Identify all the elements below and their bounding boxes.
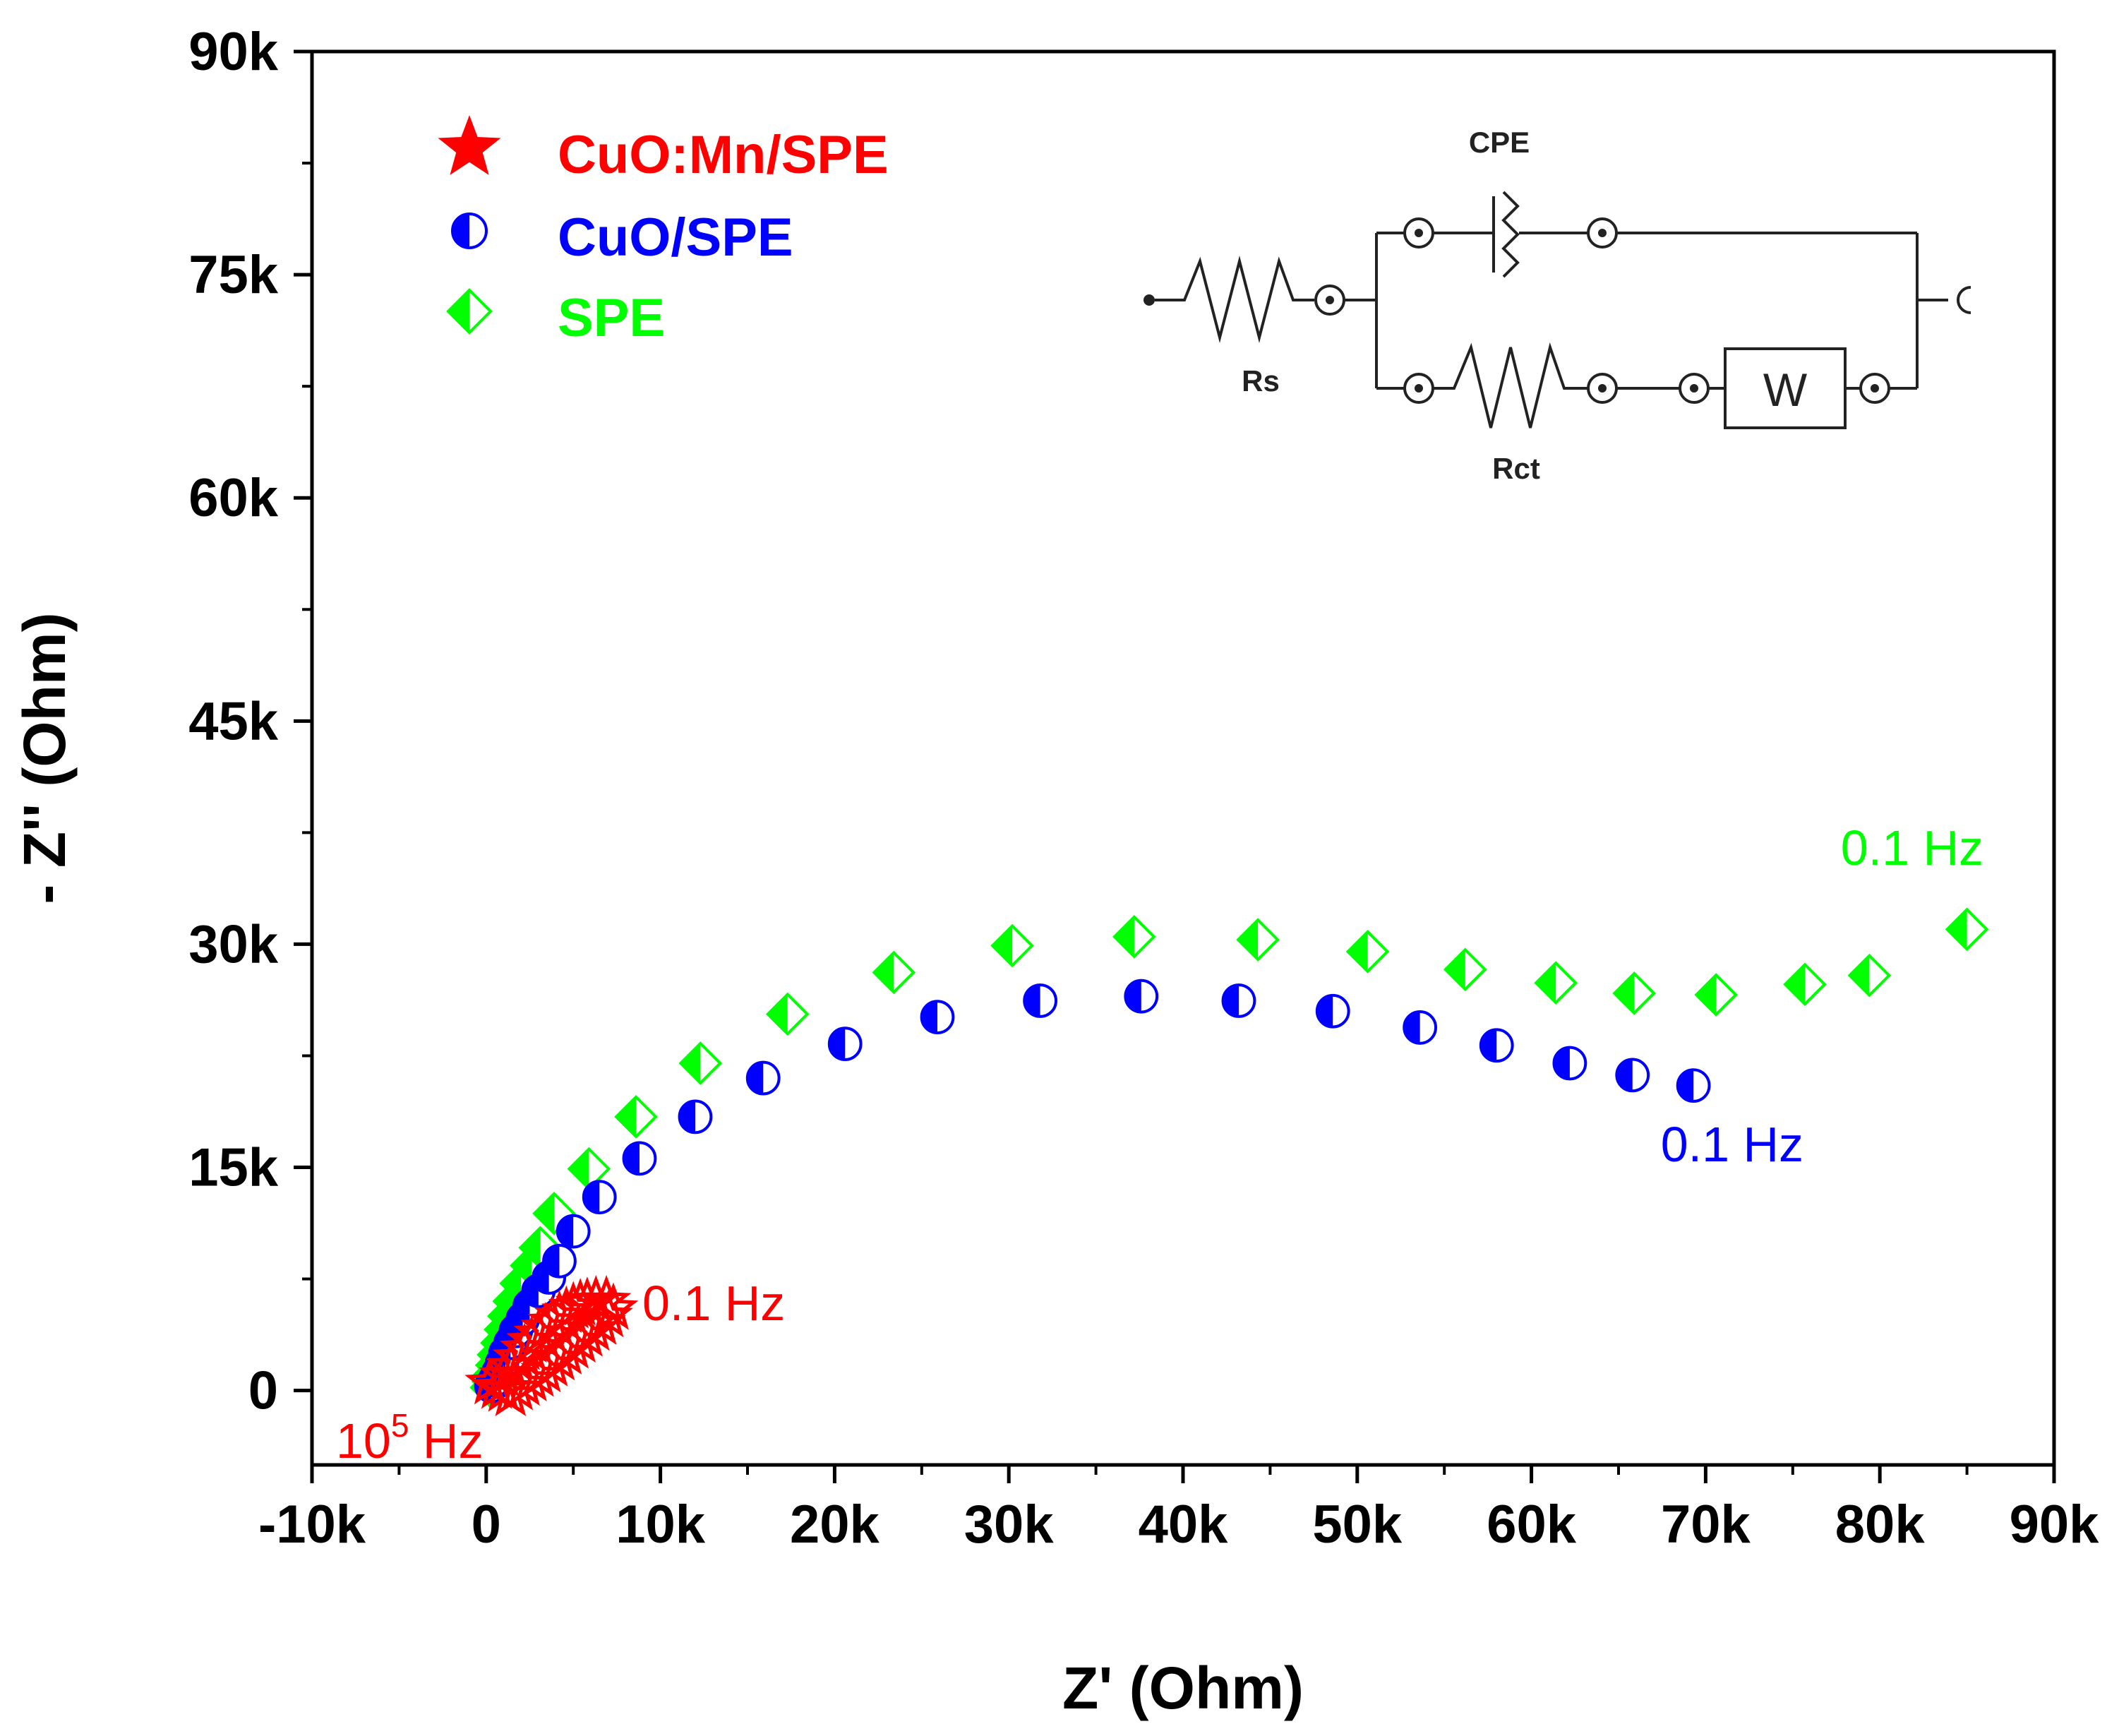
annotation-spe-0-1hz: 0.1 Hz bbox=[1841, 820, 1983, 875]
y-tick-label: 75k bbox=[188, 245, 279, 305]
x-axis: -10k 0 10k 20k 30k 40k 50k 60k 70k 80k 90k bbox=[258, 1465, 2099, 1555]
data-point bbox=[1112, 915, 1156, 959]
legend-marker-shape bbox=[446, 288, 493, 335]
data-point bbox=[1847, 953, 1892, 998]
y-tick-label: 30k bbox=[188, 914, 279, 974]
data-point bbox=[1783, 962, 1827, 1007]
legend-marker-cuomn-star bbox=[438, 115, 501, 175]
circuit-output-terminal bbox=[1957, 286, 1971, 314]
data-point bbox=[582, 1180, 617, 1215]
data-point bbox=[1694, 973, 1739, 1017]
x-tick-label: 70k bbox=[1661, 1495, 1751, 1555]
y-axis: 0 15k 30k 45k 60k 75k 90k bbox=[188, 22, 312, 1421]
circuit-label-cpe: CPE bbox=[1469, 126, 1530, 159]
data-point bbox=[622, 1141, 657, 1176]
data-point bbox=[1315, 993, 1350, 1029]
data-point bbox=[678, 1041, 723, 1085]
data-point bbox=[1023, 983, 1058, 1018]
x-tick-label: 30k bbox=[964, 1495, 1055, 1555]
data-point bbox=[1945, 907, 1989, 952]
data-point bbox=[542, 1243, 577, 1279]
annotation-cuo-0-1hz: 0.1 Hz bbox=[1661, 1117, 1803, 1172]
node-cpe-out-dot bbox=[1598, 229, 1607, 237]
x-tick-label: 10k bbox=[616, 1495, 706, 1555]
y-tick-label: 15k bbox=[188, 1138, 279, 1198]
legend-marker-shape bbox=[451, 212, 488, 249]
annotation-suffix: Hz bbox=[409, 1413, 483, 1468]
data-point bbox=[990, 923, 1034, 968]
data-point bbox=[1345, 930, 1390, 974]
node-cpe-in-dot bbox=[1415, 229, 1423, 237]
data-point bbox=[765, 992, 810, 1036]
rct-resistor-symbol bbox=[1433, 342, 1588, 429]
y-axis-title: - Z'' (Ohm) bbox=[11, 612, 78, 904]
legend-label-spe: SPE bbox=[558, 288, 665, 348]
legend-label-cuomn-spe: CuO:Mn/SPE bbox=[558, 125, 889, 185]
data-point bbox=[827, 1026, 863, 1062]
rs-resistor-symbol bbox=[1155, 256, 1314, 343]
y-tick-label: 60k bbox=[188, 468, 279, 528]
annotation-cuomn-10e5hz: 105 Hz bbox=[336, 1407, 483, 1468]
series-layer bbox=[464, 907, 1989, 1416]
circuit-label-w: W bbox=[1763, 364, 1808, 416]
x-tick-label: 0 bbox=[472, 1495, 501, 1555]
data-point bbox=[1479, 1028, 1514, 1063]
x-tick-label: 90k bbox=[2010, 1495, 2100, 1555]
data-point bbox=[479, 1364, 529, 1412]
y-tick-label: 0 bbox=[248, 1361, 278, 1421]
node-rs-out-dot bbox=[1326, 296, 1334, 304]
x-tick-label: -10k bbox=[258, 1495, 366, 1555]
data-point bbox=[581, 1275, 632, 1323]
x-tick-label: 60k bbox=[1487, 1495, 1577, 1555]
x-tick-label: 40k bbox=[1139, 1495, 1229, 1555]
equivalent-circuit-inset bbox=[1143, 191, 1971, 429]
node-w-in-dot bbox=[1690, 384, 1698, 393]
data-point bbox=[614, 1095, 658, 1139]
annotation-base: 10 bbox=[336, 1413, 391, 1468]
data-point bbox=[1403, 1010, 1438, 1045]
node-rct-in-dot bbox=[1415, 384, 1423, 393]
node-rct-out-dot bbox=[1598, 384, 1607, 393]
data-point bbox=[555, 1278, 606, 1326]
legend: CuO:Mn/SPE CuO/SPE SPE bbox=[438, 115, 889, 348]
series-star bbox=[464, 1275, 639, 1416]
annotation-superscript: 5 bbox=[391, 1407, 409, 1444]
data-point bbox=[1124, 978, 1159, 1014]
legend-marker-cuo-half-circle bbox=[451, 212, 488, 249]
legend-star-shape bbox=[438, 115, 501, 175]
x-axis-title: Z' (Ohm) bbox=[1062, 1655, 1304, 1721]
data-point bbox=[1676, 1068, 1711, 1103]
data-point bbox=[1534, 961, 1578, 1005]
y-tick-label: 90k bbox=[188, 22, 279, 82]
data-point bbox=[1221, 983, 1256, 1018]
x-tick-label: 80k bbox=[1835, 1495, 1926, 1555]
series-half-circle bbox=[474, 978, 1711, 1403]
x-tick-label: 20k bbox=[790, 1495, 880, 1555]
legend-marker-spe-half-diamond bbox=[446, 288, 493, 335]
data-point bbox=[1236, 918, 1280, 962]
data-point bbox=[1552, 1046, 1587, 1081]
x-tick-label: 50k bbox=[1312, 1495, 1403, 1555]
data-point bbox=[678, 1099, 713, 1135]
data-point bbox=[1612, 971, 1657, 1015]
data-point bbox=[872, 950, 916, 995]
node-w-out-dot bbox=[1871, 384, 1879, 393]
cpe-plate-right bbox=[1501, 191, 1520, 278]
circuit-input-terminal bbox=[1143, 294, 1155, 306]
data-point bbox=[745, 1060, 781, 1096]
annotation-cuomn-0-1hz: 0.1 Hz bbox=[642, 1276, 785, 1331]
data-point bbox=[1615, 1058, 1650, 1093]
y-tick-label: 45k bbox=[188, 691, 279, 751]
circuit-label-rct: Rct bbox=[1492, 452, 1540, 485]
data-point bbox=[1443, 947, 1487, 992]
data-point bbox=[920, 1000, 955, 1035]
circuit-label-rs: Rs bbox=[1242, 364, 1280, 397]
legend-label-cuo-spe: CuO/SPE bbox=[558, 208, 793, 268]
data-point bbox=[556, 1214, 591, 1249]
